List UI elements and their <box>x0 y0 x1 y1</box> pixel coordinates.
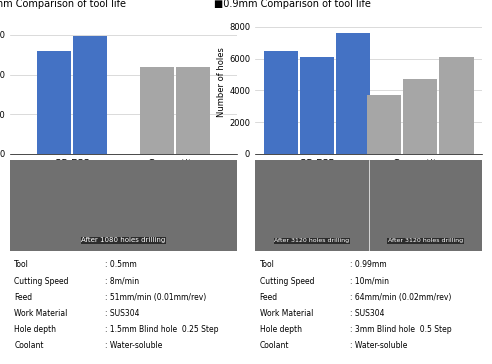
Text: Tool: Tool <box>260 261 275 269</box>
Text: Cutting Speed: Cutting Speed <box>260 277 314 286</box>
Text: After 3120 holes drilling: After 3120 holes drilling <box>388 238 463 244</box>
Text: : 3mm Blind hole  0.5 Step: : 3mm Blind hole 0.5 Step <box>350 325 452 334</box>
Text: Tool: Tool <box>14 261 29 269</box>
Text: Work Material: Work Material <box>260 309 313 318</box>
Bar <box>439 57 473 154</box>
Text: : 64mm/min (0.02mm/rev): : 64mm/min (0.02mm/rev) <box>350 293 452 302</box>
Bar <box>36 51 71 154</box>
Text: : Water-soluble: : Water-soluble <box>105 341 162 350</box>
Text: After 1080 holes drilling: After 1080 holes drilling <box>81 237 165 244</box>
Bar <box>264 51 298 154</box>
Text: Feed: Feed <box>14 293 32 302</box>
Text: : 0.99mm: : 0.99mm <box>350 261 387 269</box>
Bar <box>176 67 210 154</box>
Y-axis label: Number of holes: Number of holes <box>217 48 226 118</box>
Bar <box>300 57 334 154</box>
Text: Feed: Feed <box>260 293 278 302</box>
Text: : 1.5mm Blind hole  0.25 Step: : 1.5mm Blind hole 0.25 Step <box>105 325 219 334</box>
Text: Cutting Speed: Cutting Speed <box>14 277 69 286</box>
Text: ■0.9mm Comparison of tool life: ■0.9mm Comparison of tool life <box>214 0 371 9</box>
Bar <box>367 95 401 154</box>
Text: Hole depth: Hole depth <box>260 325 302 334</box>
Text: Coolant: Coolant <box>260 341 289 350</box>
Text: Coolant: Coolant <box>14 341 44 350</box>
Text: Work Material: Work Material <box>14 309 68 318</box>
Text: ■0.5mm Comparison of tool life: ■0.5mm Comparison of tool life <box>0 0 126 9</box>
Text: : SUS304: : SUS304 <box>105 309 140 318</box>
Text: : 51mm/min (0.01mm/rev): : 51mm/min (0.01mm/rev) <box>105 293 207 302</box>
Bar <box>336 33 370 154</box>
Text: : 10m/min: : 10m/min <box>350 277 390 286</box>
Text: : 0.5mm: : 0.5mm <box>105 261 137 269</box>
Bar <box>73 36 107 154</box>
Text: : 8m/min: : 8m/min <box>105 277 139 286</box>
Text: : SUS304: : SUS304 <box>350 309 385 318</box>
Text: : Water-soluble: : Water-soluble <box>350 341 408 350</box>
Text: After 3120 holes drilling: After 3120 holes drilling <box>274 238 349 244</box>
Bar <box>403 79 437 154</box>
Text: Hole depth: Hole depth <box>14 325 57 334</box>
Bar <box>140 67 174 154</box>
